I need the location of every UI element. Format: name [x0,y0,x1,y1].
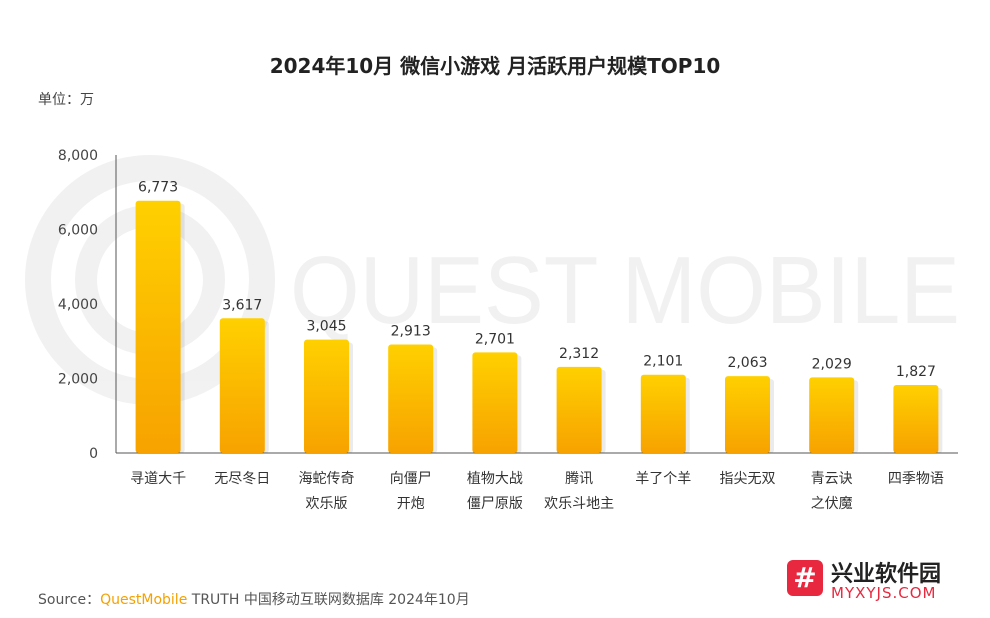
x-tick-label: 寻道大千 [130,471,186,487]
unit-label: 单位：万 [38,92,94,108]
y-tick-label: 0 [89,446,98,462]
x-tick-label: 羊了个羊 [635,471,691,487]
data-label: 3,617 [222,297,262,313]
bar [893,384,939,453]
source-rest: TRUTH 中国移动互联网数据库 2024年10月 [187,592,470,608]
x-tick-label: 腾讯欢乐斗地主 [544,470,614,512]
data-label: 6,773 [138,180,178,196]
bar [388,344,434,453]
data-label: 3,045 [306,319,346,335]
y-tick-label: 4,000 [58,297,98,313]
data-label: 2,101 [643,354,683,370]
watermark-text: QUEST MOBILE [290,237,960,344]
x-tick-label: 向僵尸开炮 [390,471,432,512]
y-tick-label: 8,000 [58,148,98,164]
x-tick-label: 无尽冬日 [214,471,270,487]
hash-logo-icon: # [787,560,823,596]
x-tick-label: 指尖无双 [720,471,776,487]
bar [135,200,181,453]
x-tick-label: 青云诀之伏魔 [811,471,853,512]
source-line: Source：QuestMobile TRUTH 中国移动互联网数据库 2024… [38,589,470,609]
data-label: 2,701 [475,331,515,347]
bar [725,376,770,453]
site-logo-name: 兴业软件园 [831,562,942,587]
bar [472,352,518,453]
data-label: 2,063 [727,355,767,371]
bar [640,374,686,453]
data-label: 2,029 [812,356,852,372]
site-logo-domain: MYXYJS.COM [831,584,937,602]
y-tick-label: 2,000 [58,372,98,388]
source-prefix: Source： [38,592,101,608]
bar [219,318,265,453]
bar [556,366,602,453]
bar [809,377,855,453]
data-label: 1,827 [896,364,936,380]
y-tick-label: 6,000 [58,223,98,239]
bar [304,339,349,453]
data-label: 2,312 [559,346,599,362]
data-label: 2,913 [391,323,431,339]
watermark: QUEST MOBILE [25,155,960,405]
source-brand: QuestMobile [100,592,188,608]
x-tick-label: 植物大战僵尸原版 [467,471,523,512]
x-tick-label: 海蛇传奇欢乐版 [299,470,355,512]
chart-title: 2024年10月 微信小游戏 月活跃用户规模TOP10 [269,54,721,78]
x-tick-label: 四季物语 [888,471,944,487]
site-logo: # 兴业软件园 MYXYJS.COM [787,556,977,608]
